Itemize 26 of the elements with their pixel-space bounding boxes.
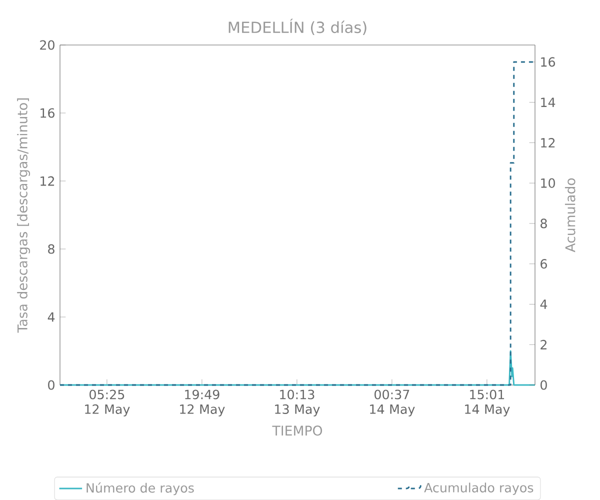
x-axis-title: TIEMPO	[272, 426, 322, 436]
x-tick-label: 10:13 13 May	[275, 390, 320, 416]
y-tick-label: 8	[48, 244, 54, 254]
legend-label: Acumulado rayos	[424, 482, 534, 495]
y2-axis-title: Acumulado	[564, 178, 576, 252]
x-tick-label: 05:25 12 May	[85, 390, 130, 416]
y2-tick-label: 14	[541, 98, 556, 107]
y-tick-label: 16	[40, 108, 54, 118]
y-axis-title: Tasa descargas [descargas/minuto]	[17, 98, 30, 333]
y-tick-label: 0	[48, 380, 54, 390]
y2-tick-label: 0	[540, 380, 547, 390]
y-tick-label: 20	[40, 40, 54, 50]
y2-tick-label: 2	[540, 340, 546, 350]
legend-label: Número de rayos	[86, 482, 194, 496]
x-tick-label: 00:37 14 May	[370, 390, 415, 416]
y2-tick-label: 4	[540, 300, 548, 309]
x-tick-label: 15:01 14 May	[465, 390, 510, 416]
y-tick-label: 4	[48, 312, 55, 322]
x-tick-label: 19:49 12 May	[180, 390, 225, 416]
y2-tick-label: 6	[540, 259, 547, 269]
y-tick-label: 12	[40, 176, 54, 186]
y2-tick-label: 10	[541, 178, 555, 188]
y2-tick-label: 8	[540, 218, 547, 228]
chart-title: MEDELLÍN (3 días)	[228, 18, 366, 35]
y2-tick-label: 12	[541, 138, 555, 148]
y2-tick-label: 16	[541, 57, 556, 67]
